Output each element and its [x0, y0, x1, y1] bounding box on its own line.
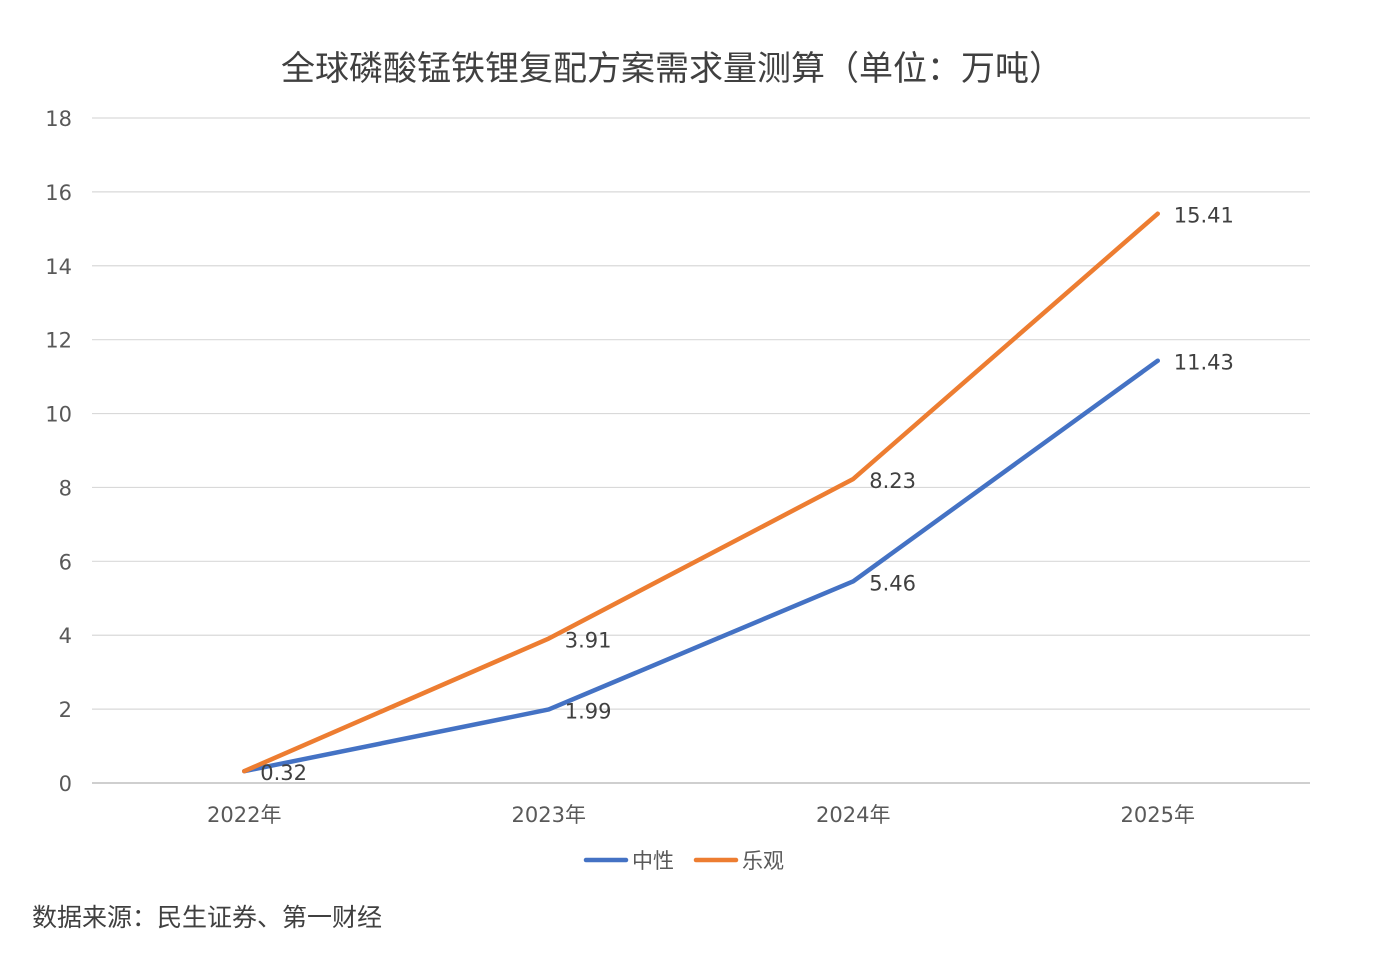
- legend-item-neutral: 中性: [583, 849, 674, 873]
- y-tick-label: 2: [59, 698, 72, 722]
- x-tick-label: 2023年: [512, 803, 586, 827]
- legend-label: 乐观: [742, 849, 784, 873]
- x-tick-label: 2024年: [816, 803, 890, 827]
- x-tick-label: 2025年: [1121, 803, 1195, 827]
- y-tick-label: 0: [59, 772, 72, 796]
- data-label: 0.32: [260, 761, 307, 785]
- y-tick-label: 6: [59, 550, 72, 574]
- data-label: 3.91: [565, 629, 612, 653]
- series-line-neutral: [242, 358, 1160, 774]
- data-label: 8.23: [869, 469, 916, 493]
- data-label: 5.46: [869, 571, 916, 595]
- y-tick-label: 10: [45, 403, 72, 427]
- legend: 中性 乐观: [583, 849, 784, 873]
- data-label: 15.41: [1174, 204, 1234, 228]
- source-note: 数据来源：民生证券、第一财经: [32, 903, 383, 932]
- x-axis-ticks: 2022年 2023年 2024年 2025年: [207, 803, 1195, 827]
- gridlines: [92, 117, 1310, 784]
- series-lines: [242, 211, 1160, 774]
- data-labels: 0.32 1.99 5.46 11.43 3.91 8.23 15.41: [260, 204, 1234, 785]
- y-axis-ticks: 0 2 4 6 8 10 12 14 16 18: [45, 107, 72, 796]
- data-label: 11.43: [1174, 351, 1234, 375]
- series-line-optimistic: [242, 211, 1160, 774]
- y-tick-label: 4: [59, 624, 72, 648]
- y-tick-label: 14: [45, 255, 72, 279]
- data-label: 1.99: [565, 699, 612, 723]
- y-tick-label: 16: [45, 181, 72, 205]
- legend-item-optimistic: 乐观: [693, 849, 784, 873]
- y-tick-label: 12: [45, 329, 72, 353]
- y-tick-label: 18: [45, 107, 72, 131]
- x-tick-label: 2022年: [207, 803, 281, 827]
- y-tick-label: 8: [59, 476, 72, 500]
- chart-title: 全球磷酸锰铁锂复配方案需求量测算（单位：万吨）: [281, 49, 1063, 89]
- legend-label: 中性: [632, 849, 674, 873]
